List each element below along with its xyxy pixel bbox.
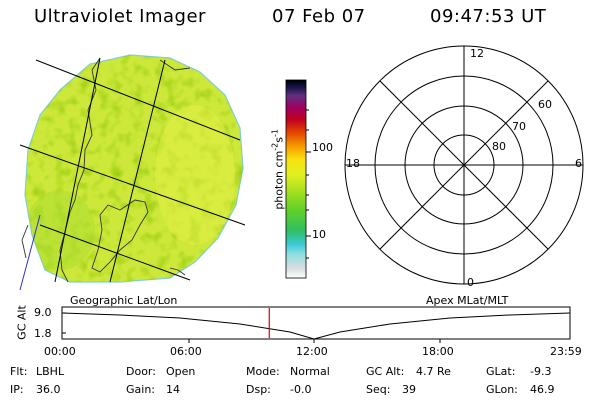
ip-label: IP: [10, 383, 24, 396]
gc-alt-label: GC Alt: [366, 365, 405, 378]
alt-axis-top: 9.0 [34, 306, 52, 319]
color-bar [285, 79, 311, 279]
door-value: Open [166, 365, 196, 378]
dsp-value: -0.0 [290, 383, 312, 396]
glon-value: 46.9 [530, 383, 555, 396]
altitude-plot [61, 306, 571, 343]
glat-value: -9.3 [530, 365, 552, 378]
filter-label: Flt: [10, 365, 28, 378]
gc-alt-value: 4.7 Re [416, 365, 451, 378]
instrument-title: Ultraviolet Imager [34, 6, 206, 27]
glat-label: GLat: [486, 365, 516, 378]
mlt-label-18: 18 [346, 157, 360, 170]
apex-label: Apex MLat/MLT [426, 294, 509, 307]
gain-label: Gain: [126, 383, 155, 396]
mlt-label-0: 0 [467, 276, 474, 289]
seq-value: 39 [402, 383, 416, 396]
gain-value: 14 [166, 383, 180, 396]
date-label: 07 Feb 07 [272, 6, 366, 27]
colorbar-tick-10: 10 [312, 228, 326, 241]
alt-axis-label: GC Alt [15, 305, 29, 340]
mlt-label-6: 6 [575, 157, 582, 170]
x-tick-2359: 23:59 [550, 345, 582, 358]
geographic-label: Geographic Lat/Lon [70, 294, 178, 307]
filter-value: LBHL [36, 365, 65, 378]
polar-grid [344, 45, 584, 285]
mode-value: Normal [290, 365, 330, 378]
colorbar-unit-label: photon cm-2s-1 [270, 129, 286, 210]
mlat-label-70: 70 [512, 120, 526, 133]
door-label: Door: [126, 365, 156, 378]
x-tick-0000: 00:00 [44, 345, 76, 358]
seq-label: Seq: [366, 383, 391, 396]
x-tick-0600: 06:00 [170, 345, 202, 358]
ip-value: 36.0 [36, 383, 61, 396]
mlat-label-80: 80 [492, 140, 506, 153]
time-label: 09:47:53 UT [430, 6, 547, 27]
dsp-label: Dsp: [246, 383, 271, 396]
x-tick-1200: 12:00 [296, 345, 328, 358]
x-tick-1800: 18:00 [422, 345, 454, 358]
mlat-label-60: 60 [538, 98, 552, 111]
colorbar-tick-100: 100 [312, 141, 333, 154]
alt-axis-bottom: 1.8 [34, 327, 52, 340]
glon-label: GLon: [486, 383, 518, 396]
uv-image [19, 54, 246, 291]
mode-label: Mode: [246, 365, 280, 378]
mlt-label-12: 12 [470, 47, 484, 60]
